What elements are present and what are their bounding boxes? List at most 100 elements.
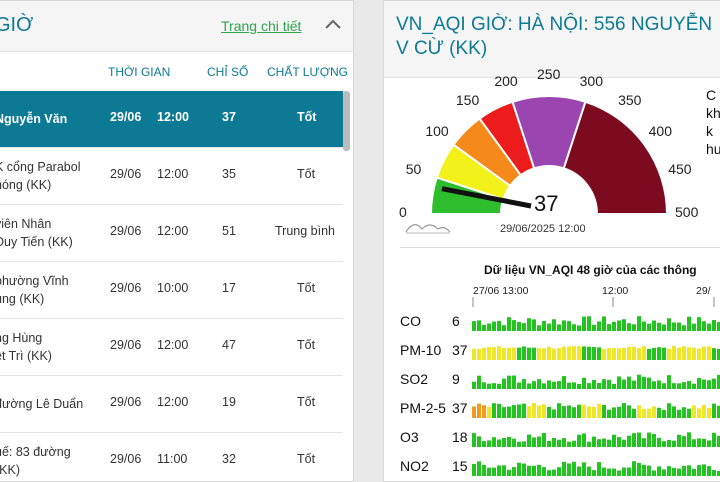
detail-link[interactable]: Trang chi tiết (221, 18, 302, 34)
pollutant-value: 6 (452, 313, 460, 329)
row-time: 12:00 (157, 110, 189, 124)
history-bar (597, 462, 601, 476)
gauge-scale-label: 250 (537, 66, 561, 82)
station-row[interactable]: K cổng Parabol hóng (KK) 29/06 12:00 35 Tốt (0, 148, 343, 205)
history-bar (667, 466, 671, 476)
row-date: 29/06 (110, 338, 142, 352)
history-bar (602, 316, 606, 331)
history-bar (532, 437, 536, 447)
history-bar (592, 347, 596, 360)
row-date: 29/06 (110, 395, 142, 409)
station-row[interactable]: đường Lê Duẩn 29/06 12:00 19 Tốt (0, 376, 343, 433)
x-label-mid: 12:00 (602, 285, 629, 297)
station-row[interactable]: viên Nhân Duy Tiến (KK) 29/06 12:00 51 Trung … (0, 205, 343, 262)
history-chart-title: Dữ liệu VN_AQI 48 giờ của các thông (484, 263, 697, 277)
history-bar (602, 467, 606, 476)
history-bar (692, 347, 696, 360)
history-bar (627, 346, 631, 360)
history-bar (527, 465, 531, 476)
gauge-timestamp: 29/06/2025 12:00 (500, 223, 586, 235)
history-bar (627, 323, 631, 331)
history-bar (487, 323, 491, 331)
history-bar (667, 375, 671, 389)
station-row[interactable]: uế: 83 đường (KK) 29/06 11:00 32 Tốt (0, 433, 343, 481)
row-date: 29/06 (110, 281, 142, 295)
history-bar (562, 346, 566, 360)
history-bar (587, 406, 591, 418)
history-bar (702, 404, 706, 418)
history-bar (572, 382, 576, 389)
history-bar (502, 465, 506, 476)
history-bar (577, 466, 581, 476)
row-quality: Tốt (297, 167, 316, 181)
history-bar (542, 404, 546, 418)
history-bar (642, 376, 646, 389)
history-bar (687, 347, 691, 360)
history-bar (507, 375, 511, 389)
history-bar (567, 321, 571, 331)
history-bar (477, 436, 481, 447)
history-bar (592, 379, 596, 389)
list-scrollbar[interactable] (343, 91, 350, 151)
station-row[interactable]: phường Vĩnh ung (KK) 29/06 10:00 17 Tốt (0, 262, 343, 319)
station-row[interactable]: ng Hùng ệt Trì (KK) 29/06 12:00 47 Tốt (0, 319, 343, 376)
history-bar (612, 321, 616, 331)
history-bar (607, 348, 611, 360)
history-bar (532, 347, 536, 360)
history-bar (617, 470, 621, 476)
history-bar (687, 465, 691, 476)
aqi-gauge (429, 95, 669, 215)
column-header-quality: CHẤT LƯỢNG (267, 65, 348, 79)
side-note-line-4: hu (706, 141, 720, 157)
history-bar (497, 320, 501, 331)
history-bar (542, 467, 546, 476)
history-bar (522, 403, 526, 418)
history-bar (477, 461, 481, 476)
history-bar (527, 318, 531, 331)
history-bar (497, 346, 501, 360)
history-bar (677, 383, 681, 389)
history-bar (537, 348, 541, 360)
history-bar (712, 378, 716, 389)
history-bar (707, 323, 711, 331)
gauge-scale-label: 350 (618, 92, 642, 109)
gauge-needle (441, 186, 532, 209)
history-bar (507, 436, 511, 447)
history-bar (627, 405, 631, 418)
history-bar (672, 346, 676, 360)
history-bar (632, 433, 636, 447)
history-bar (637, 462, 641, 476)
station-name-line-2: Duy Tiến (KK) (0, 235, 73, 249)
history-bar (522, 323, 526, 331)
history-bar (547, 440, 551, 447)
chart-thumbnail-icon[interactable] (404, 217, 452, 235)
x-label-end: 29/ (696, 285, 711, 297)
history-bar (637, 405, 641, 418)
row-index: 51 (222, 224, 236, 238)
row-time: 11:00 (157, 452, 188, 466)
station-name-line-1: đường Lê Duẩn (0, 397, 84, 411)
history-bar (587, 466, 591, 476)
gauge-scale-label: 400 (648, 122, 672, 139)
history-bar (507, 469, 511, 476)
history-bar (672, 467, 676, 476)
history-bar (607, 468, 611, 476)
history-bar (577, 434, 581, 447)
history-bar (632, 408, 636, 418)
history-bar (492, 347, 496, 360)
chevron-up-icon[interactable] (323, 15, 343, 35)
history-bar (677, 434, 681, 447)
row-index: 47 (222, 338, 236, 352)
history-bar (482, 441, 486, 447)
history-bar (562, 406, 566, 418)
history-bar (612, 383, 616, 389)
history-bar (667, 318, 671, 331)
history-bar (517, 404, 521, 418)
history-bar (657, 380, 661, 389)
station-row[interactable]: Nguyễn Văn 29/06 12:00 37 Tốt (0, 91, 343, 148)
history-bar (492, 403, 496, 418)
pollutant-name: NO2 (400, 458, 429, 474)
row-quality: Tốt (297, 338, 316, 352)
history-bar (577, 383, 581, 389)
gauge-band (562, 100, 669, 215)
